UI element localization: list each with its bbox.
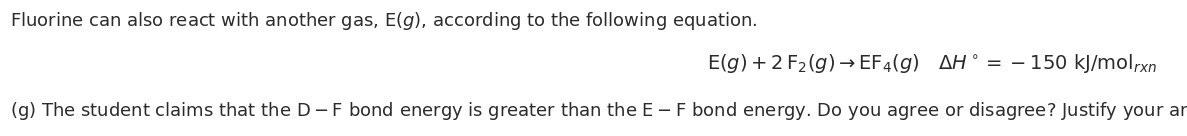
Text: (g) The student claims that the $\mathrm{D} - \mathrm{F}$ bond energy is greater: (g) The student claims that the $\mathrm… (9, 100, 1187, 122)
Text: $\mathrm{E}(g) + 2\,\mathrm{F_2}(g) \rightarrow \mathrm{EF_4}(g) \quad \Delta H^: $\mathrm{E}(g) + 2\,\mathrm{F_2}(g) \rig… (707, 52, 1157, 75)
Text: Fluorine can also react with another gas, $\mathrm{E}(\mathit{g})$, according to: Fluorine can also react with another gas… (9, 10, 757, 32)
